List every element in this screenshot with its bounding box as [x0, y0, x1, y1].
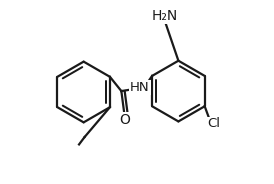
Text: O: O [120, 113, 130, 127]
Text: Cl: Cl [207, 117, 220, 130]
Text: H₂N: H₂N [152, 9, 178, 23]
Text: HN: HN [130, 81, 150, 94]
